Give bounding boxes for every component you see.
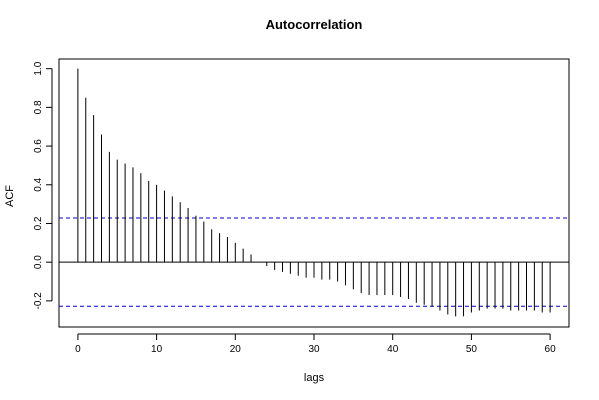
y-tick-label: -0.2 [33, 292, 44, 310]
y-tick-label: 0.8 [33, 100, 44, 114]
x-tick-label: 60 [545, 344, 557, 355]
confidence-bounds [59, 217, 569, 307]
y-tick-label: 0.4 [33, 177, 44, 191]
x-axis: 0 10 20 30 40 50 60 [75, 333, 557, 355]
x-tick-label: 30 [308, 344, 320, 355]
y-tick-label: 0.6 [33, 139, 44, 153]
y-axis: -0.2 0.0 0.2 0.4 0.6 0.8 1.0 [33, 61, 53, 310]
acf-bars [77, 68, 551, 317]
chart-title: Autocorrelation [266, 17, 363, 32]
x-axis-label: lags [304, 372, 325, 384]
y-tick-label: 1.0 [33, 61, 44, 75]
x-tick-label: 0 [75, 344, 81, 355]
x-tick-label: 20 [230, 344, 242, 355]
y-axis-label: ACF [4, 185, 16, 207]
y-tick-label: 0.0 [33, 255, 44, 269]
x-tick-label: 50 [466, 344, 478, 355]
x-tick-label: 40 [387, 344, 399, 355]
y-tick-label: 0.2 [33, 216, 44, 230]
plot-area-border [58, 58, 570, 328]
x-tick-label: 10 [151, 344, 163, 355]
